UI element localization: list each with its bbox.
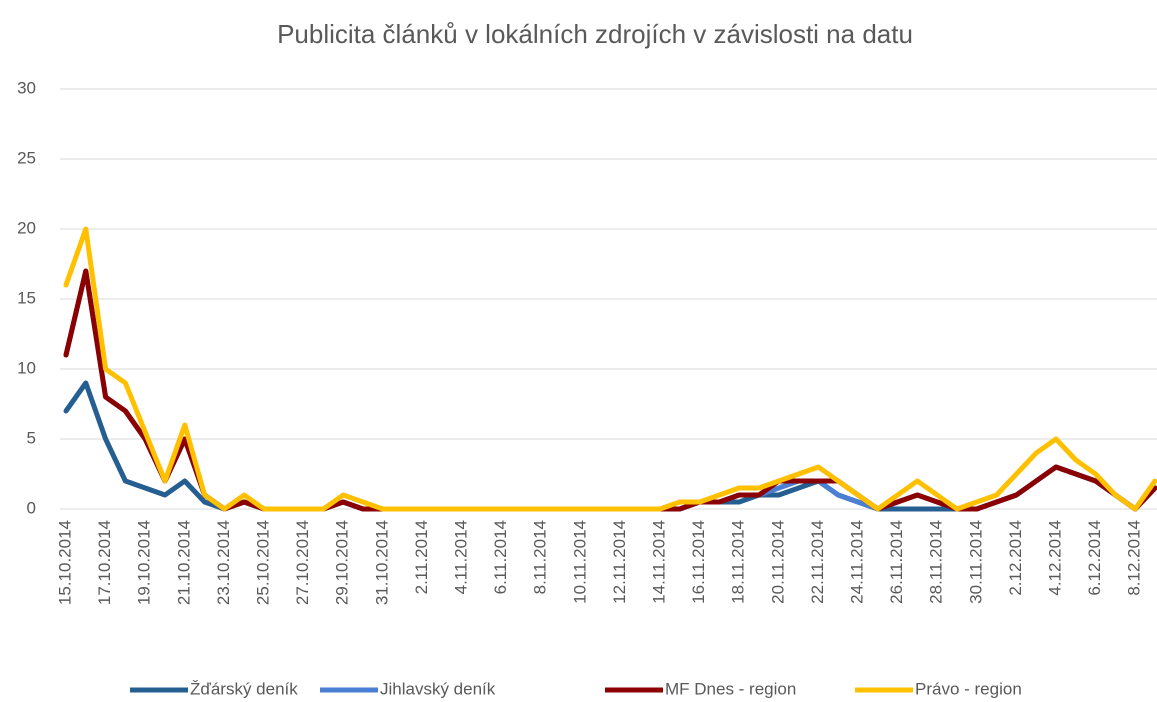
x-tick-label: 25.10.2014	[253, 520, 272, 605]
legend-label: Žďárský deník	[190, 679, 298, 698]
x-tick-label: 14.11.2014	[649, 520, 668, 604]
x-tick-label: 4.11.2014	[451, 520, 470, 594]
x-tick-label: 30.11.2014	[966, 520, 985, 604]
x-tick-label: 18.11.2014	[729, 520, 748, 604]
x-tick-label: 4.12.2014	[1045, 520, 1064, 596]
x-tick-label: 10.11.2014	[570, 520, 589, 604]
series-line	[63, 380, 1157, 512]
y-tick-label: 0	[27, 498, 36, 517]
y-tick-label: 5	[27, 428, 36, 447]
x-tick-label: 26.11.2014	[887, 520, 906, 604]
x-tick-label: 29.10.2014	[333, 520, 352, 605]
x-tick-label: 2.12.2014	[1006, 520, 1025, 596]
x-tick-label: 8.12.2014	[1125, 520, 1144, 596]
legend-label: Právo - region	[915, 679, 1022, 698]
legend-label: Jihlavský deník	[380, 679, 496, 698]
y-tick-label: 20	[17, 218, 36, 237]
x-tick-label: 17.10.2014	[95, 520, 114, 605]
x-tick-label: 23.10.2014	[214, 520, 233, 605]
x-tick-label: 27.10.2014	[293, 520, 312, 605]
x-tick-label: 19.10.2014	[135, 520, 154, 605]
x-tick-label: 16.11.2014	[689, 520, 708, 604]
x-tick-label: 8.11.2014	[531, 520, 550, 594]
y-tick-label: 10	[17, 358, 36, 377]
series-line	[63, 226, 1157, 512]
series-line	[63, 268, 1157, 512]
x-tick-label: 21.10.2014	[174, 520, 193, 605]
series-line	[63, 268, 1157, 512]
x-tick-label: 6.11.2014	[491, 520, 510, 594]
y-tick-label: 30	[17, 78, 36, 97]
x-tick-label: 2.11.2014	[412, 520, 431, 594]
y-tick-label: 15	[17, 288, 36, 307]
x-tick-label: 12.11.2014	[610, 520, 629, 604]
x-tick-label: 24.11.2014	[847, 520, 866, 604]
x-tick-label: 22.11.2014	[808, 520, 827, 604]
x-tick-label: 15.10.2014	[55, 520, 74, 605]
legend-label: MF Dnes - region	[665, 679, 796, 698]
chart-title: Publicita článků v lokálních zdrojích v …	[277, 19, 913, 49]
x-tick-label: 6.12.2014	[1085, 520, 1104, 596]
x-tick-label: 28.11.2014	[927, 520, 946, 604]
x-tick-label: 31.10.2014	[372, 520, 391, 605]
x-tick-label: 20.11.2014	[768, 520, 787, 604]
y-tick-label: 25	[17, 148, 36, 167]
